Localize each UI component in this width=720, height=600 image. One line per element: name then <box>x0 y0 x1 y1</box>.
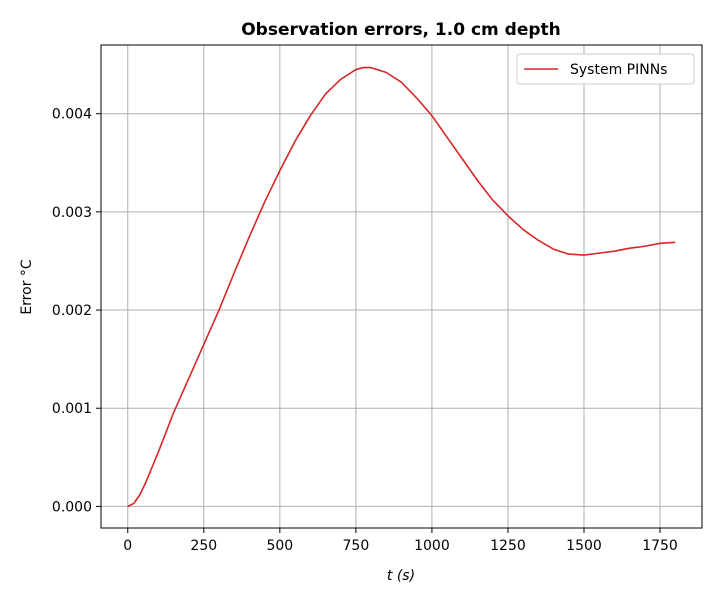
x-tick-label: 500 <box>266 538 293 554</box>
x-tick-label: 250 <box>190 538 217 554</box>
x-axis-label: t (s) <box>387 568 415 584</box>
legend-box <box>516 53 695 85</box>
y-tick-label: 0.004 <box>52 107 92 123</box>
series-layer <box>127 66 676 508</box>
x-tick-label: 1000 <box>414 538 450 554</box>
x-tick-label: 750 <box>343 538 370 554</box>
chart-title: Observation errors, 1.0 cm depth <box>241 20 561 40</box>
y-tick-label: 0.001 <box>52 401 92 417</box>
grid <box>101 45 702 528</box>
y-axis-label: Error °C <box>19 259 35 315</box>
y-axis: 0.000 0.001 0.002 0.003 0.004 <box>52 107 101 515</box>
plot-frame <box>100 44 703 529</box>
x-tick-label: 1750 <box>642 538 678 554</box>
series-line-system-pinns <box>127 66 676 508</box>
x-axis: 0 250 500 750 1000 1250 1500 1750 <box>123 528 678 554</box>
y-tick-label: 0.000 <box>52 499 92 515</box>
y-tick-label: 0.002 <box>52 303 92 319</box>
legend: System PINNs <box>516 53 695 85</box>
x-tick-label: 1500 <box>566 538 602 554</box>
y-tick-label: 0.003 <box>52 205 92 221</box>
legend-label-system-pinns: System PINNs <box>570 62 667 78</box>
x-tick-label: 0 <box>123 538 132 554</box>
x-tick-label: 1250 <box>490 538 526 554</box>
